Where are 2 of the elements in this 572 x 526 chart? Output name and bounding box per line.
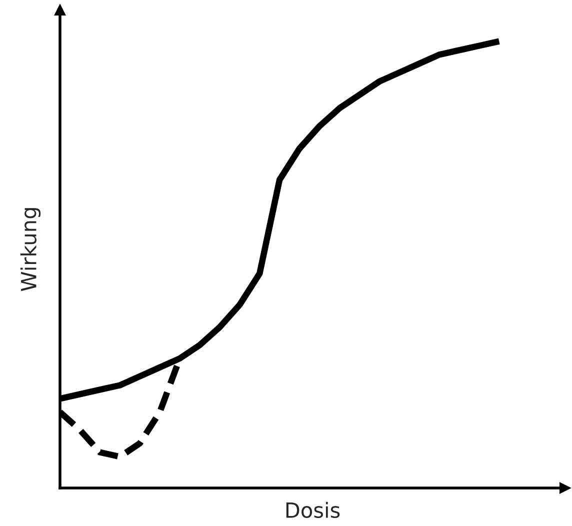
y-axis-title: Wirkung	[20, 208, 41, 292]
x-axis-title: Dosis	[286, 502, 340, 518]
